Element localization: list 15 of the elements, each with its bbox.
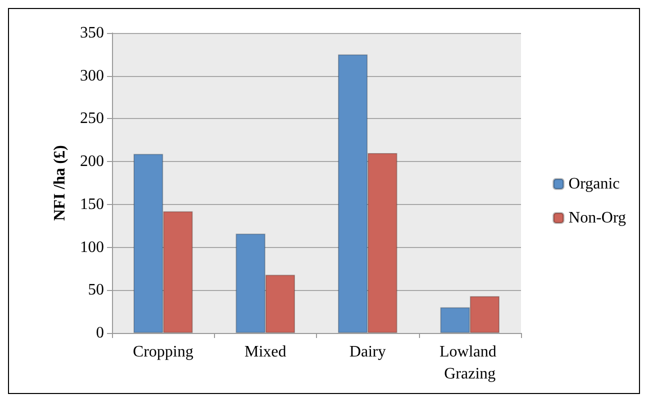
x-tick-label: Mixed (244, 344, 286, 360)
legend-label: Non-Org (568, 210, 626, 226)
y-tick-label: 50 (88, 282, 104, 299)
y-tick-label: 150 (80, 196, 104, 213)
y-tick-label: 250 (80, 110, 104, 128)
x-tick-label: Cropping (132, 344, 194, 360)
x-tick-label: Lowland Grazing (439, 344, 500, 382)
x-tick-label: Dairy (349, 344, 386, 360)
y-tick-label: 0 (96, 324, 104, 342)
y-tick-label: 300 (80, 67, 104, 84)
legend-label: Organic (568, 176, 620, 192)
y-tick-label: 200 (80, 153, 104, 170)
y-axis-title: NFI /ha (£) (52, 145, 68, 221)
y-tick-label: 350 (80, 24, 104, 42)
y-tick-label: 100 (80, 238, 104, 256)
